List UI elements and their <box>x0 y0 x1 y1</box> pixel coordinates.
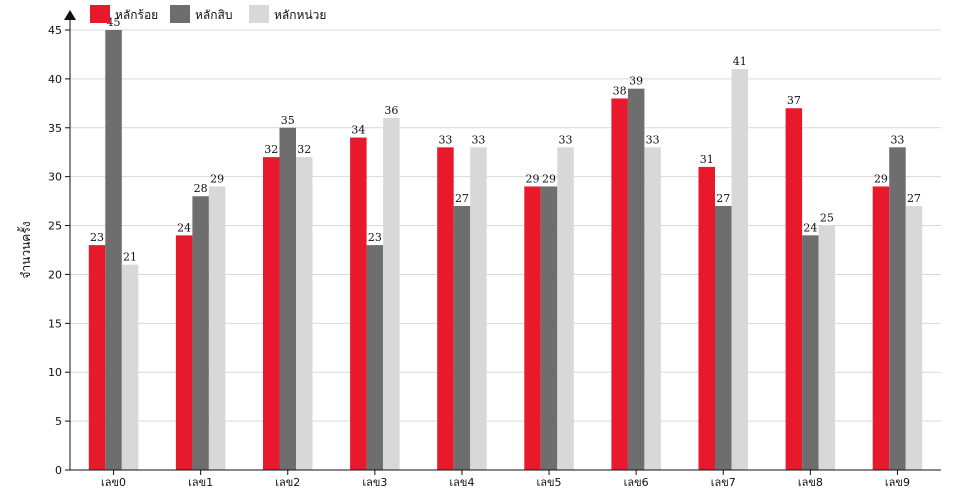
x-tick-label: เลข3 <box>362 476 387 489</box>
bar <box>105 30 122 470</box>
y-tick-label: 5 <box>55 415 62 428</box>
data-label: 35 <box>281 114 295 127</box>
data-label: 39 <box>629 75 643 88</box>
bar <box>437 147 454 471</box>
bar <box>557 147 574 471</box>
data-label: 29 <box>526 172 540 185</box>
bar <box>905 206 923 470</box>
bar <box>715 206 732 470</box>
data-label: 29 <box>542 172 556 185</box>
y-tick-label: 25 <box>48 220 62 233</box>
y-tick-label: 15 <box>48 317 62 330</box>
legend-label: หลักร้อย <box>115 8 158 22</box>
y-tick-label: 35 <box>48 122 62 135</box>
data-label: 29 <box>210 172 224 185</box>
bar <box>611 98 628 470</box>
bar <box>192 196 209 470</box>
x-tick-label: เลข9 <box>885 476 910 489</box>
bar <box>644 147 661 471</box>
x-tick-label: เลข0 <box>101 476 126 489</box>
legend-label: หลักหน่วย <box>274 8 326 22</box>
legend: หลักร้อย หลักสิบ หลักหน่วย <box>90 5 326 23</box>
bar <box>627 88 645 471</box>
bar <box>872 186 890 470</box>
legend-swatch <box>249 5 269 23</box>
data-label: 23 <box>90 231 104 244</box>
data-label: 25 <box>820 212 834 225</box>
bar <box>296 157 313 470</box>
data-label: 27 <box>907 192 921 205</box>
data-label: 23 <box>368 231 382 244</box>
y-tick-label: 10 <box>48 366 62 379</box>
bar <box>524 186 541 470</box>
data-label: 28 <box>194 182 208 195</box>
bar <box>785 108 803 470</box>
data-label: 34 <box>351 124 365 137</box>
bar <box>889 147 906 471</box>
legend-swatch <box>90 5 110 23</box>
data-label: 33 <box>890 133 904 146</box>
bar <box>121 264 139 470</box>
data-label: 32 <box>264 143 278 156</box>
data-label: 38 <box>613 84 627 97</box>
bar <box>731 69 748 470</box>
bar <box>175 235 193 470</box>
bar <box>540 186 558 470</box>
x-tick-label: เลข5 <box>537 476 562 489</box>
bar <box>383 118 400 470</box>
data-label: 24 <box>803 221 817 234</box>
legend-swatch <box>170 5 190 23</box>
legend-label: หลักสิบ <box>195 8 232 22</box>
bars <box>88 30 923 471</box>
data-label: 37 <box>787 94 801 107</box>
data-label: 45 <box>107 16 121 29</box>
y-axis-title: จำนวนครั้ง <box>17 221 33 278</box>
data-label: 31 <box>700 153 714 166</box>
x-tick-label: เลข7 <box>711 476 736 489</box>
y-tick-label: 20 <box>48 268 62 281</box>
data-label: 24 <box>177 221 191 234</box>
y-tick-label: 40 <box>48 73 62 86</box>
bar <box>802 235 819 470</box>
data-label: 21 <box>123 251 137 264</box>
y-axis-arrow-icon <box>64 10 76 20</box>
data-label: 33 <box>646 133 660 146</box>
data-label: 36 <box>384 104 398 117</box>
bar <box>366 245 384 470</box>
data-label: 27 <box>716 192 730 205</box>
bar <box>263 157 280 470</box>
x-tick-label: เลข4 <box>449 476 474 489</box>
data-label: 29 <box>874 172 888 185</box>
bar <box>818 225 836 470</box>
data-label: 33 <box>471 133 485 146</box>
x-tick-label: เลข2 <box>275 476 300 489</box>
bar <box>453 206 471 470</box>
y-tick-label: 0 <box>55 464 62 477</box>
y-tick-label: 45 <box>48 24 62 37</box>
y-tick-label: 30 <box>48 171 62 184</box>
bar <box>208 186 226 470</box>
data-label: 33 <box>559 133 573 146</box>
data-label: 33 <box>438 133 452 146</box>
bar <box>88 245 106 470</box>
bar <box>350 137 367 471</box>
data-label: 41 <box>733 55 747 68</box>
data-label: 32 <box>297 143 311 156</box>
axes: 0 5 10 15 20 25 30 35 40 45 เลข0 เลข1 เลข2 เลข3 เลข4 เล… <box>48 10 941 489</box>
x-tick-label: เลข1 <box>188 476 213 489</box>
data-label: 27 <box>455 192 469 205</box>
x-tick-label: เลข6 <box>624 476 649 489</box>
x-tick-label: เลข8 <box>798 476 823 489</box>
bar <box>470 147 487 471</box>
bar <box>698 166 715 470</box>
bar <box>279 127 296 471</box>
